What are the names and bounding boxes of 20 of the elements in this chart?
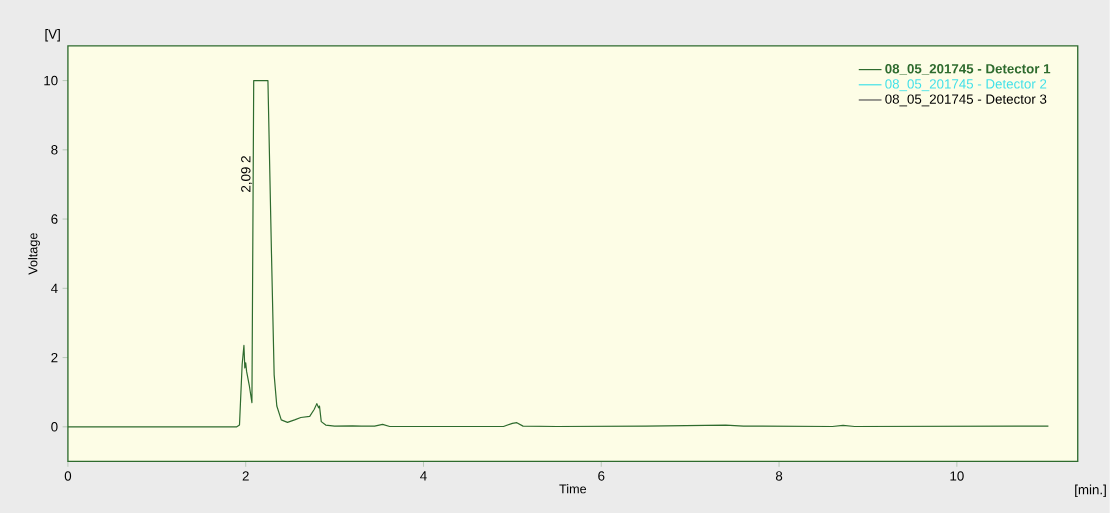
legend-label: 08_05_201745 - Detector 3 <box>885 94 1047 107</box>
x-tick-label: 2 <box>242 471 249 481</box>
legend-label: 08_05_201745 - Detector 2 <box>885 79 1047 91</box>
x-axis-title: Time <box>559 483 587 494</box>
y-tick-label: 8 <box>51 144 58 155</box>
y-tick-label: 0 <box>51 421 58 432</box>
annotation: 2,09 2 <box>241 156 253 192</box>
x-tick-label: 0 <box>64 471 72 481</box>
legend-label: 08_05_201745 - Detector 1 <box>885 63 1051 75</box>
y-tick-label: 4 <box>51 283 58 293</box>
text: [min.] <box>1075 484 1106 497</box>
x-tick-label: 6 <box>598 471 605 481</box>
text: [V] <box>45 28 60 42</box>
y-axis-title: Voltage <box>28 232 40 275</box>
y-tick-label: 6 <box>51 214 58 224</box>
y-tick-label: 10 <box>44 75 58 86</box>
x-tick-label: 8 <box>775 471 783 481</box>
x-tick-label: 10 <box>950 471 964 481</box>
y-tick-label: 2 <box>51 352 58 363</box>
x-tick-label: 4 <box>420 471 427 481</box>
